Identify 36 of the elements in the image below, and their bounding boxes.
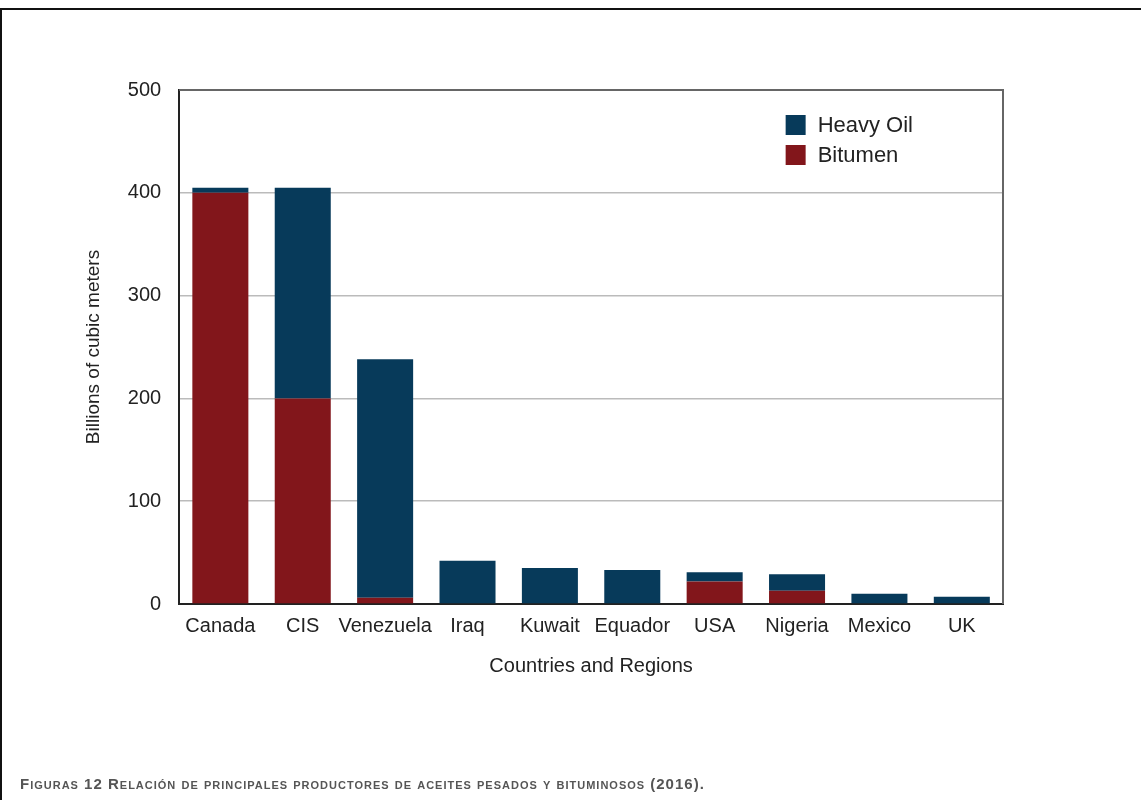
- bar: [439, 560, 496, 604]
- y-tick-label: 200: [127, 385, 162, 408]
- y-tick-label: 400: [127, 180, 162, 203]
- x-tick-label: Canada: [185, 613, 257, 636]
- x-tick-label: Equador: [594, 613, 671, 636]
- bar: [192, 187, 249, 193]
- y-tick-label: 500: [127, 77, 162, 100]
- bar: [686, 581, 743, 604]
- bar: [851, 593, 908, 604]
- x-tick-label: Iraq: [450, 613, 485, 636]
- text: Figuras 12 Relación de principales productores de aceites pesados y bituminosos (2016).: [20, 774, 706, 794]
- bar: [769, 590, 826, 604]
- bar: [357, 359, 414, 598]
- x-tick-label: UK: [947, 613, 977, 636]
- y-tick-label: 0: [150, 591, 162, 614]
- bar: [357, 597, 414, 604]
- bar: [769, 574, 826, 591]
- x-tick-label: Kuwait: [519, 613, 581, 636]
- x-tick-label: Venezuela: [338, 613, 433, 636]
- y-tick-label: 300: [127, 283, 162, 306]
- y-tick-label: 100: [127, 488, 162, 511]
- x-tick-label: Mexico: [847, 613, 912, 636]
- bar: [521, 568, 578, 604]
- x-tick-label: USA: [694, 613, 736, 636]
- y-axis-title: Billions of cubic meters: [81, 249, 103, 445]
- x-tick-label: Nigeria: [765, 613, 830, 636]
- legend-label: Bitumen: [817, 142, 899, 168]
- bar: [192, 192, 249, 604]
- bar: [604, 570, 661, 604]
- bar: [933, 596, 990, 604]
- bar: [686, 572, 743, 582]
- x-axis-title: Countries and Regions: [489, 653, 693, 676]
- bar: [274, 398, 331, 604]
- x-tick-label: CIS: [286, 613, 320, 636]
- legend-label: Heavy Oil: [817, 112, 913, 138]
- bar: [274, 187, 331, 399]
